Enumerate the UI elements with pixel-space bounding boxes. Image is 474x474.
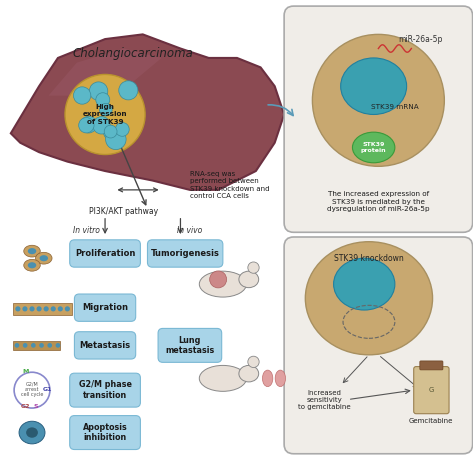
Text: In vitro: In vitro [73,226,100,235]
Ellipse shape [24,245,40,257]
Circle shape [80,116,97,133]
Text: Metastasis: Metastasis [80,341,131,350]
Ellipse shape [47,343,52,348]
Circle shape [104,125,117,138]
Ellipse shape [39,255,48,261]
FancyBboxPatch shape [420,361,443,370]
Text: miR-26a-5p: miR-26a-5p [399,35,443,44]
Text: G2: G2 [21,404,31,409]
Ellipse shape [334,258,395,310]
Ellipse shape [51,306,56,311]
Circle shape [65,74,145,155]
Circle shape [103,126,117,139]
FancyBboxPatch shape [158,328,222,362]
Ellipse shape [31,343,36,348]
Circle shape [248,356,259,367]
Ellipse shape [199,365,246,392]
Circle shape [115,122,129,137]
Text: The increased expression of
STK39 is mediated by the
dysregulation of miR-26a-5p: The increased expression of STK39 is med… [327,191,429,212]
Ellipse shape [58,306,63,311]
Circle shape [93,117,110,134]
Ellipse shape [22,306,27,311]
Text: Migration: Migration [82,303,128,312]
Ellipse shape [28,248,36,254]
Bar [13,341,60,350]
Ellipse shape [44,306,49,311]
Ellipse shape [26,428,38,438]
FancyBboxPatch shape [284,237,473,454]
Text: In vivo: In vivo [177,226,202,235]
Ellipse shape [15,343,19,348]
Text: M: M [23,369,29,374]
Text: G: G [428,387,434,393]
Text: Proliferation: Proliferation [75,249,135,258]
Ellipse shape [19,421,45,444]
Ellipse shape [15,306,20,311]
Circle shape [73,87,91,104]
Polygon shape [11,35,284,190]
Circle shape [106,129,126,150]
Ellipse shape [275,370,285,387]
Text: S: S [33,404,37,409]
Bar [13,303,72,315]
Ellipse shape [199,271,246,297]
FancyBboxPatch shape [70,373,140,407]
FancyBboxPatch shape [147,240,223,267]
Ellipse shape [65,306,70,311]
Circle shape [210,271,227,288]
Ellipse shape [312,35,444,166]
FancyBboxPatch shape [284,6,473,232]
FancyBboxPatch shape [414,366,449,414]
Ellipse shape [28,262,36,268]
Circle shape [119,81,138,100]
Ellipse shape [24,259,40,271]
Circle shape [96,93,110,107]
FancyBboxPatch shape [74,294,136,321]
Text: Gemcitabine: Gemcitabine [409,418,453,424]
Ellipse shape [263,370,273,387]
Text: Increased
sensitivity
to gemcitabine: Increased sensitivity to gemcitabine [298,390,350,410]
Ellipse shape [239,271,259,288]
Ellipse shape [23,343,27,348]
FancyBboxPatch shape [70,416,140,449]
Text: G2/M phase
transition: G2/M phase transition [79,381,132,400]
Circle shape [248,262,259,273]
Text: G2/M
arrest
cell cycle: G2/M arrest cell cycle [21,381,43,397]
Ellipse shape [341,58,407,115]
FancyBboxPatch shape [74,332,136,359]
Circle shape [100,103,112,116]
Circle shape [79,118,94,133]
Text: STK39 knockdown: STK39 knockdown [334,254,404,263]
Text: G1: G1 [42,387,52,392]
Text: Apoptosis
inhibition: Apoptosis inhibition [82,423,128,442]
Ellipse shape [36,306,42,311]
Ellipse shape [55,343,60,348]
Text: Tumorigenesis: Tumorigenesis [151,249,219,258]
Text: STK39 mRNA: STK39 mRNA [371,104,419,110]
Text: RNA-seq was
performed between
STK39 knockdown and
control CCA cells: RNA-seq was performed between STK39 knoc… [190,171,269,200]
Circle shape [89,82,108,100]
Text: STK39
protein: STK39 protein [361,142,386,153]
Ellipse shape [29,306,35,311]
Ellipse shape [353,132,395,163]
Text: Cholangiocarcinoma: Cholangiocarcinoma [73,47,194,60]
Ellipse shape [36,252,52,264]
Ellipse shape [39,343,44,348]
Text: PI3K/AKT pathway: PI3K/AKT pathway [89,207,158,216]
Text: High
expression
of STK39: High expression of STK39 [83,104,128,125]
Text: Lung
metastasis: Lung metastasis [165,336,215,355]
Polygon shape [48,48,162,96]
Ellipse shape [305,242,433,355]
FancyBboxPatch shape [70,240,140,267]
Ellipse shape [239,365,259,382]
